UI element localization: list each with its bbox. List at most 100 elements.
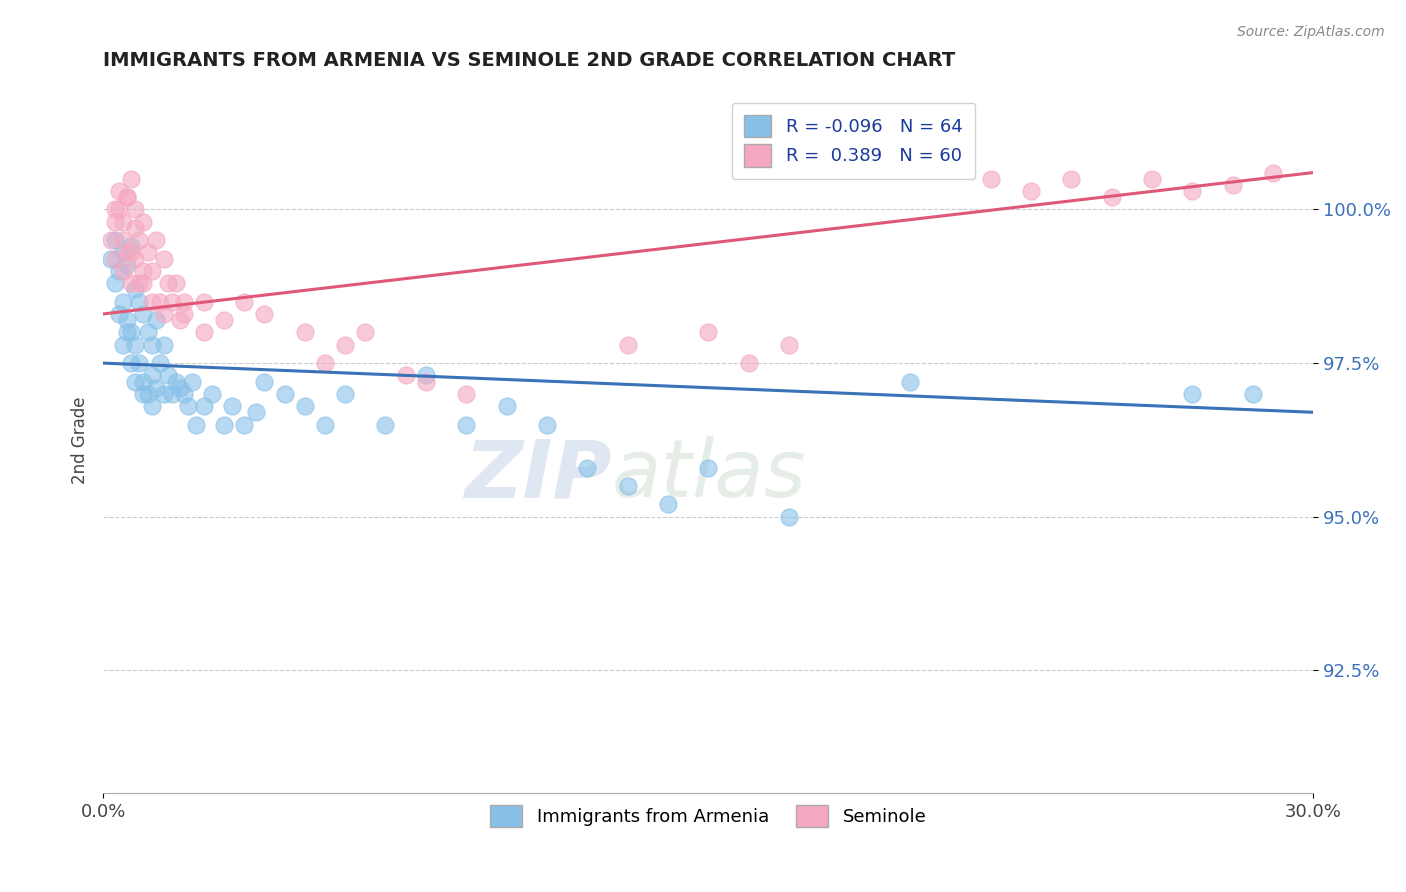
Point <box>1140 171 1163 186</box>
Point <box>160 294 183 309</box>
Point <box>156 276 179 290</box>
Point <box>124 282 146 296</box>
Point <box>152 307 174 321</box>
Point <box>697 460 720 475</box>
Point <box>149 294 172 309</box>
Point <box>124 337 146 351</box>
Point <box>314 417 336 432</box>
Point <box>616 337 638 351</box>
Point <box>193 399 215 413</box>
Point <box>141 337 163 351</box>
Point <box>141 368 163 383</box>
Point <box>165 375 187 389</box>
Point <box>173 387 195 401</box>
Point <box>145 381 167 395</box>
Point <box>169 313 191 327</box>
Point <box>193 294 215 309</box>
Point <box>108 202 131 217</box>
Point <box>128 356 150 370</box>
Point <box>112 337 135 351</box>
Point <box>112 215 135 229</box>
Point <box>124 252 146 266</box>
Point <box>120 276 142 290</box>
Point <box>104 233 127 247</box>
Point <box>354 326 377 340</box>
Point <box>253 375 276 389</box>
Point <box>117 258 139 272</box>
Point <box>374 417 396 432</box>
Point <box>273 387 295 401</box>
Point <box>898 375 921 389</box>
Point <box>136 326 159 340</box>
Point <box>112 233 135 247</box>
Point <box>657 498 679 512</box>
Point <box>980 171 1002 186</box>
Point <box>173 294 195 309</box>
Point <box>108 307 131 321</box>
Point <box>173 307 195 321</box>
Point <box>212 417 235 432</box>
Point <box>141 294 163 309</box>
Point <box>141 399 163 413</box>
Point <box>737 356 759 370</box>
Point <box>778 337 800 351</box>
Point <box>1101 190 1123 204</box>
Point <box>124 202 146 217</box>
Point <box>1241 387 1264 401</box>
Text: IMMIGRANTS FROM ARMENIA VS SEMINOLE 2ND GRADE CORRELATION CHART: IMMIGRANTS FROM ARMENIA VS SEMINOLE 2ND … <box>103 51 956 70</box>
Point <box>152 337 174 351</box>
Point <box>697 326 720 340</box>
Point <box>117 245 139 260</box>
Point <box>184 417 207 432</box>
Point <box>1181 184 1204 198</box>
Point <box>495 399 517 413</box>
Point <box>120 171 142 186</box>
Point <box>108 184 131 198</box>
Point <box>149 356 172 370</box>
Point <box>108 264 131 278</box>
Point <box>212 313 235 327</box>
Y-axis label: 2nd Grade: 2nd Grade <box>72 396 89 483</box>
Point <box>294 399 316 413</box>
Point <box>120 245 142 260</box>
Point <box>180 375 202 389</box>
Point <box>132 264 155 278</box>
Point <box>141 264 163 278</box>
Point <box>145 233 167 247</box>
Point <box>132 307 155 321</box>
Point <box>616 479 638 493</box>
Point <box>415 375 437 389</box>
Point <box>221 399 243 413</box>
Point <box>201 387 224 401</box>
Point <box>395 368 418 383</box>
Point <box>245 405 267 419</box>
Point <box>117 190 139 204</box>
Point <box>117 313 139 327</box>
Point <box>152 387 174 401</box>
Point <box>160 387 183 401</box>
Point <box>100 252 122 266</box>
Point <box>253 307 276 321</box>
Point <box>294 326 316 340</box>
Point <box>120 239 142 253</box>
Point <box>177 399 200 413</box>
Point <box>104 276 127 290</box>
Point <box>132 387 155 401</box>
Point <box>117 326 139 340</box>
Point <box>1261 165 1284 179</box>
Point <box>1060 171 1083 186</box>
Point <box>1222 178 1244 192</box>
Point <box>152 252 174 266</box>
Point <box>778 509 800 524</box>
Point <box>165 276 187 290</box>
Legend: Immigrants from Armenia, Seminole: Immigrants from Armenia, Seminole <box>482 797 934 834</box>
Point <box>193 326 215 340</box>
Point <box>1181 387 1204 401</box>
Point <box>169 381 191 395</box>
Text: ZIP: ZIP <box>464 436 612 515</box>
Point <box>117 190 139 204</box>
Point <box>456 387 478 401</box>
Point <box>536 417 558 432</box>
Point <box>136 245 159 260</box>
Point <box>124 375 146 389</box>
